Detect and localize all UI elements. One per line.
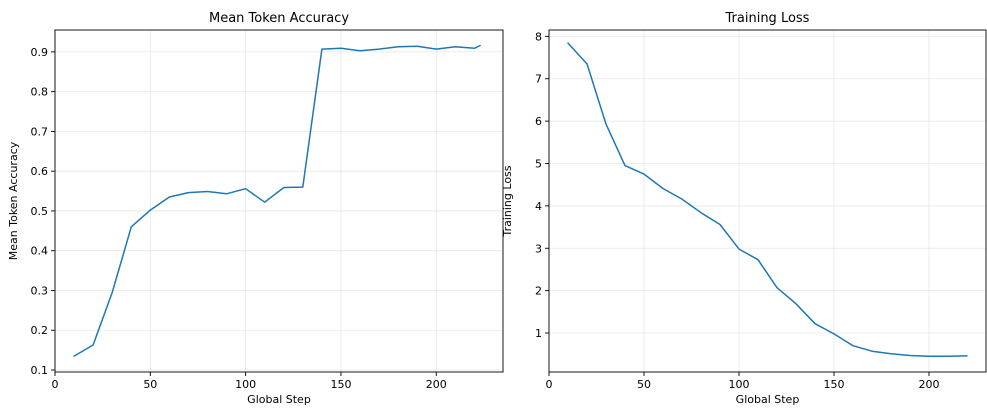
loss-y-tick-label: 6 (535, 115, 542, 128)
loss-y-tick-label: 4 (535, 200, 542, 213)
loss-x-tick-label: 0 (546, 378, 553, 391)
accuracy-y-tick-label: 0.3 (31, 284, 49, 297)
loss-series-line (567, 42, 968, 358)
loss-y-tick-label: 8 (535, 30, 542, 43)
accuracy-y-tick-label: 0.1 (31, 364, 49, 377)
accuracy-ticks: 0 50 100 150 200 0.1 0.2 0.3 0.4 0.5 0.6 0.7 0.8 0.9 (31, 46, 447, 391)
accuracy-x-tick-label: 50 (143, 378, 157, 391)
accuracy-chart-title: Mean Token Accuracy (209, 11, 349, 26)
accuracy-y-axis-label: Mean Token Accuracy (7, 141, 20, 260)
accuracy-y-tick-label: 0.2 (31, 324, 49, 337)
accuracy-x-tick-label: 200 (426, 378, 447, 391)
loss-x-tick-label: 150 (824, 378, 845, 391)
loss-x-tick-label: 100 (729, 378, 750, 391)
loss-y-tick-label: 5 (535, 157, 542, 170)
accuracy-series-line (73, 44, 481, 357)
accuracy-chart-panel: Mean Token Accuracy Global Step Mean Tok… (7, 11, 504, 406)
loss-gridlines (548, 30, 986, 372)
accuracy-y-tick-label: 0.5 (31, 205, 49, 218)
accuracy-y-tick-label: 0.4 (31, 245, 49, 258)
loss-x-axis-label: Global Step (736, 393, 800, 406)
accuracy-y-tick-label: 0.8 (31, 86, 49, 99)
loss-y-tick-label: 3 (535, 242, 542, 255)
accuracy-x-tick-label: 0 (52, 378, 59, 391)
accuracy-x-tick-label: 150 (330, 378, 351, 391)
loss-ticks: 0 50 100 150 200 1 2 3 4 5 6 7 8 (535, 30, 940, 391)
loss-y-tick-label: 1 (535, 327, 542, 340)
loss-series (567, 42, 968, 358)
accuracy-y-tick-label: 0.6 (31, 165, 49, 178)
loss-x-tick-label: 200 (919, 378, 940, 391)
loss-chart-title: Training Loss (725, 11, 810, 26)
loss-plot-frame (548, 29, 987, 373)
accuracy-gridlines (54, 30, 503, 372)
loss-y-axis-label: Training Loss (501, 165, 514, 237)
accuracy-plot-frame (54, 29, 504, 373)
loss-x-tick-label: 50 (637, 378, 651, 391)
loss-y-tick-label: 7 (535, 73, 542, 86)
accuracy-y-tick-label: 0.9 (31, 46, 49, 59)
accuracy-y-tick-label: 0.7 (31, 125, 49, 138)
loss-y-tick-label: 2 (535, 285, 542, 298)
loss-chart-panel: Training Loss Global Step Training Loss … (501, 11, 987, 406)
accuracy-series (73, 44, 481, 357)
accuracy-x-tick-label: 100 (235, 378, 256, 391)
accuracy-x-axis-label: Global Step (247, 393, 311, 406)
